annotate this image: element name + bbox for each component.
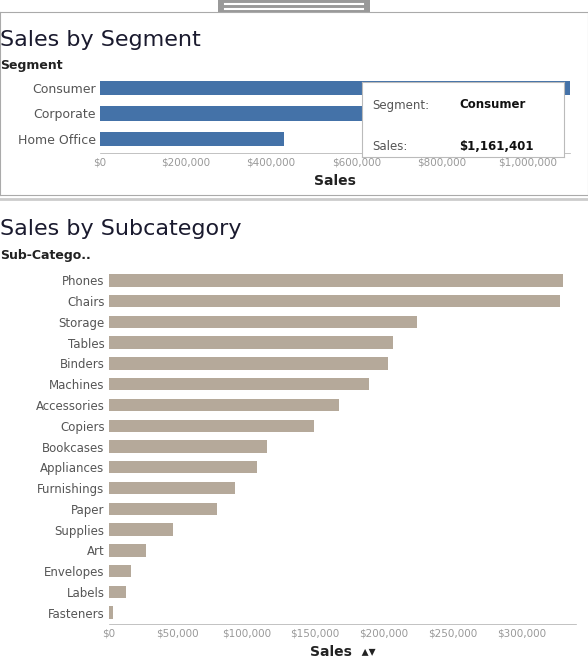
Bar (109, 461, 256, 473)
Bar (100, 107, 402, 120)
Text: Sales by Segment: Sales by Segment (0, 30, 201, 50)
Bar (109, 357, 389, 369)
Bar (100, 81, 588, 95)
Text: Sub-Catego..: Sub-Catego.. (0, 249, 91, 262)
Bar (100, 132, 283, 146)
Bar (109, 544, 146, 557)
Bar (109, 524, 173, 536)
Text: Segment: Segment (0, 60, 63, 72)
Text: Sales:: Sales: (372, 140, 407, 154)
Bar (109, 440, 267, 453)
Bar (109, 316, 416, 328)
Bar (109, 274, 563, 287)
Text: Segment:: Segment: (372, 99, 429, 111)
X-axis label: Sales  ▴▾: Sales ▴▾ (310, 645, 375, 659)
Bar (109, 565, 132, 577)
Text: Consumer: Consumer (459, 99, 525, 111)
Text: Sales by Subcategory: Sales by Subcategory (0, 219, 242, 239)
Bar (109, 606, 113, 619)
Bar (109, 586, 126, 598)
X-axis label: Sales: Sales (314, 174, 356, 188)
Bar (109, 420, 315, 432)
Bar (109, 482, 235, 495)
Bar (109, 295, 560, 307)
Text: $1,161,401: $1,161,401 (459, 140, 533, 154)
Bar (109, 399, 339, 411)
Bar (109, 502, 217, 515)
Bar (109, 378, 369, 391)
Bar (109, 336, 393, 349)
